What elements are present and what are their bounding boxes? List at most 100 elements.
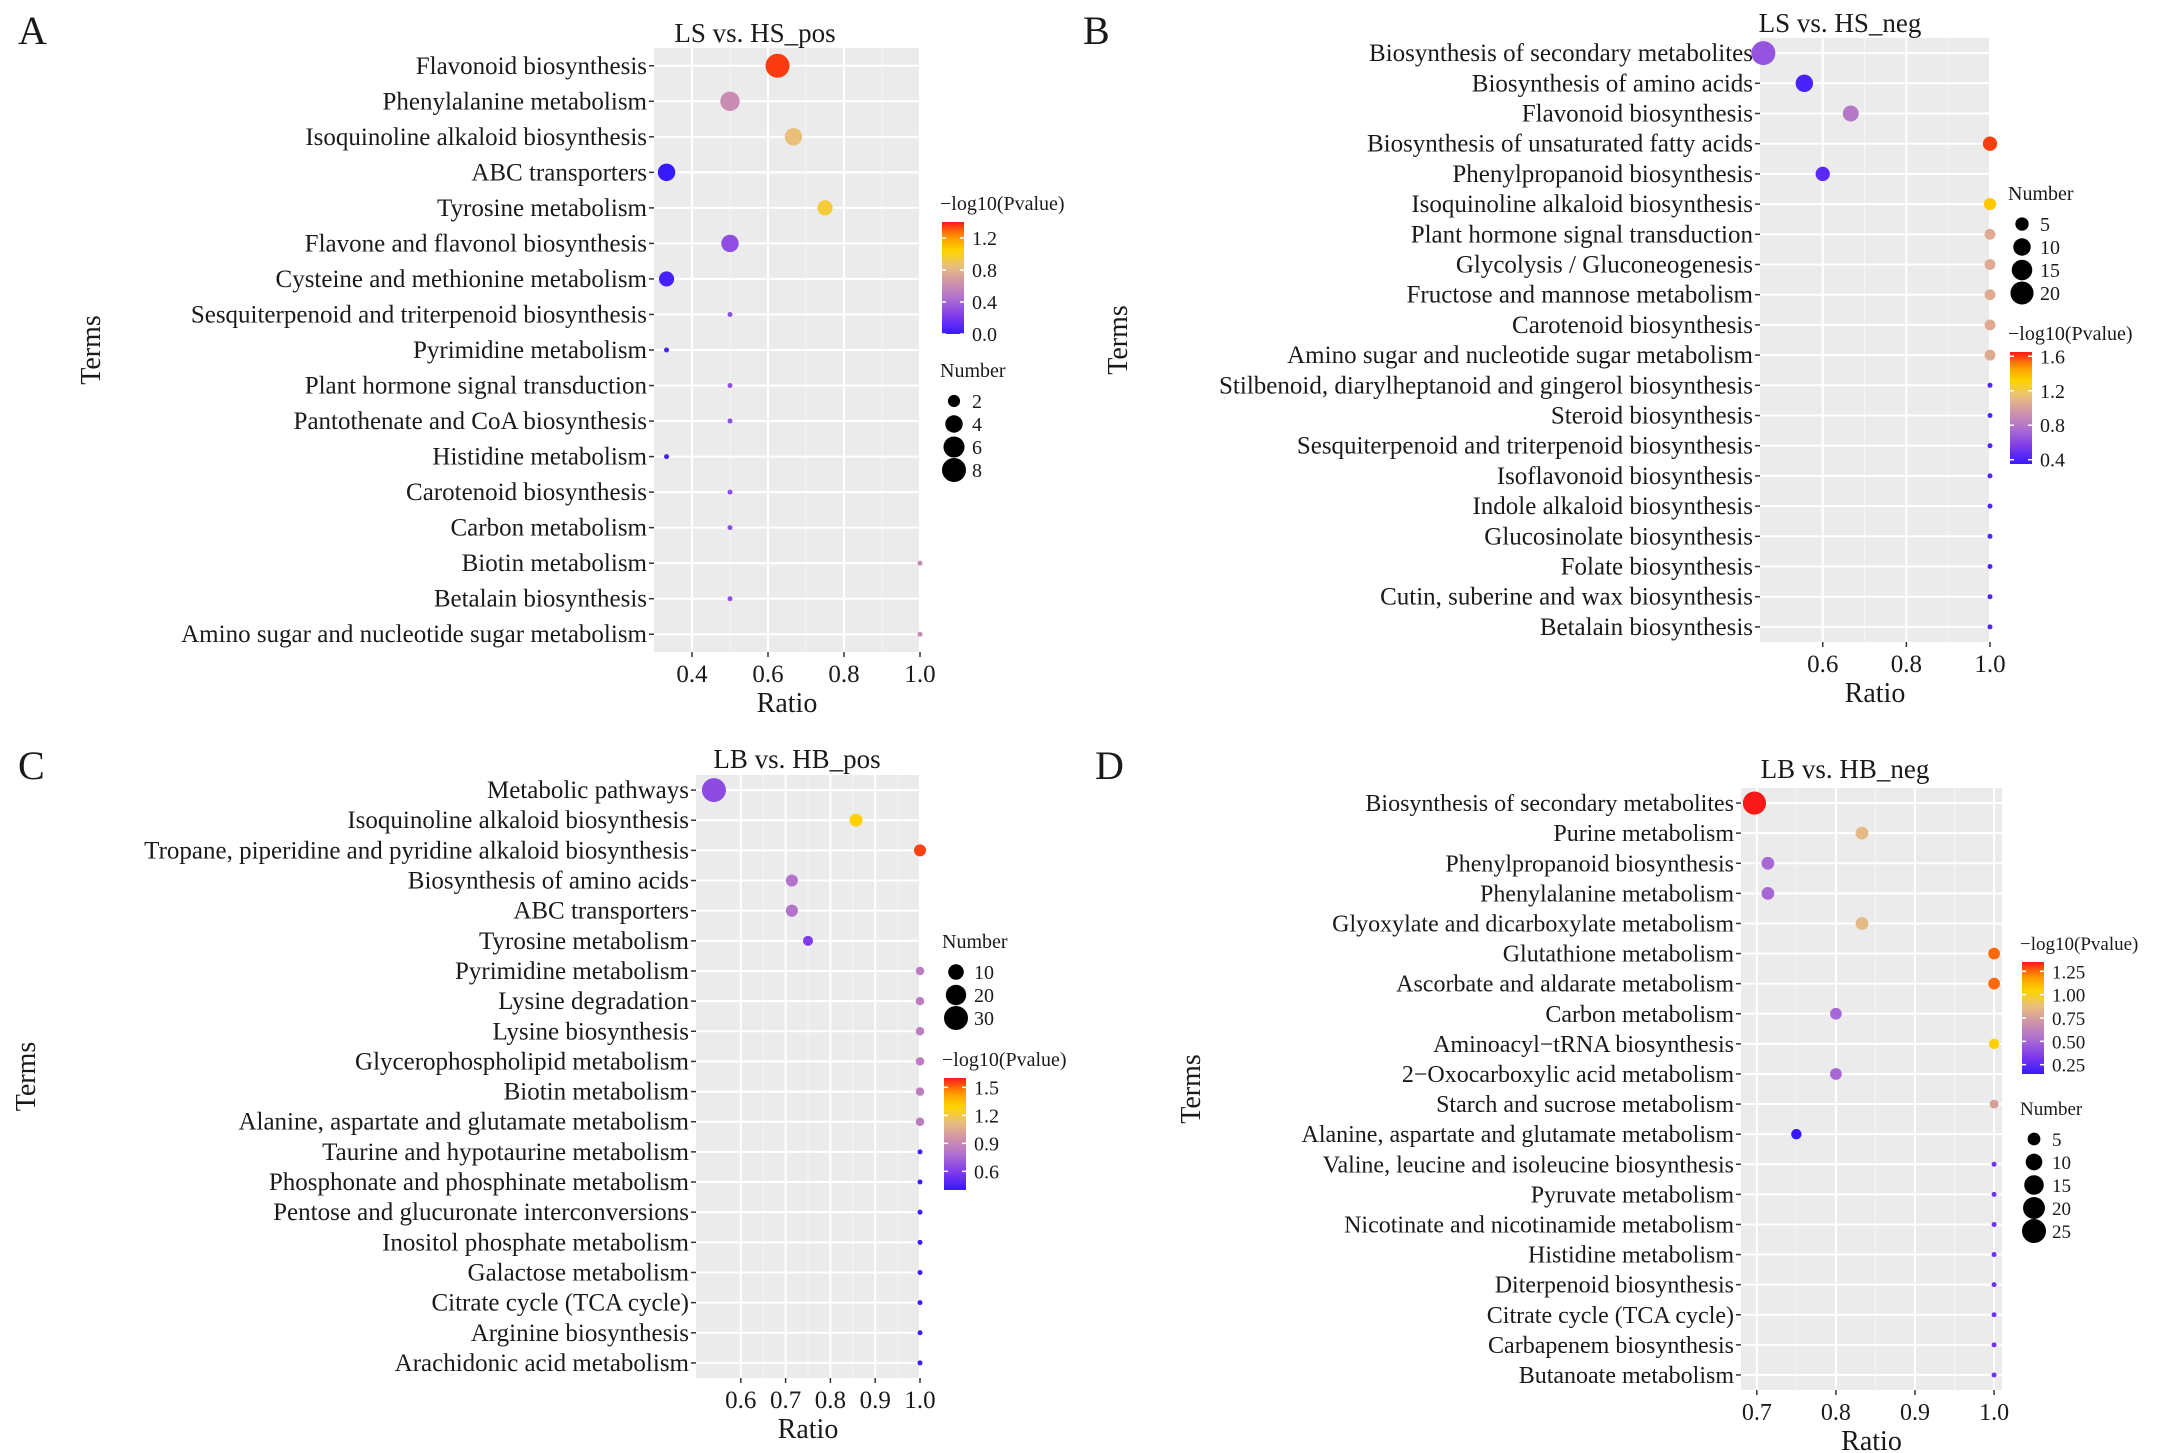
colorbar bbox=[2022, 962, 2044, 1074]
color-legend: −log10(Pvalue) 0.6 0.9 1.2 1.5 bbox=[942, 1049, 1067, 1190]
size-legend-title: Number bbox=[2020, 1099, 2083, 1120]
data-point bbox=[727, 489, 733, 495]
y-tick-label: Alanine, aspartate and glutamate metabol… bbox=[238, 1109, 689, 1136]
size-legend-label: 15 bbox=[2052, 1176, 2071, 1197]
colorbar bbox=[944, 1078, 966, 1190]
data-point bbox=[917, 560, 923, 566]
x-tick-label: 0.6 bbox=[1807, 651, 1838, 678]
panel-d: D LB vs. HB_neg Biosynthesis of secondary … bbox=[1095, 743, 2138, 1453]
size-legend-label: 2 bbox=[972, 391, 982, 413]
y-axis-label: Terms bbox=[11, 1042, 42, 1112]
data-point bbox=[915, 1117, 925, 1126]
colorbar-tick-label: 1.00 bbox=[2052, 986, 2085, 1007]
size-legend-label: 4 bbox=[972, 414, 982, 436]
data-point bbox=[1984, 289, 1996, 301]
y-tick-label: Alanine, aspartate and glutamate metabol… bbox=[1301, 1122, 1734, 1148]
y-tick-label: Plant hormone signal transduction bbox=[305, 373, 648, 400]
x-tick-label: 0.9 bbox=[1900, 1400, 1930, 1426]
y-tick-label: Pentose and glucuronate interconversions bbox=[273, 1199, 689, 1226]
data-point bbox=[1984, 228, 1996, 240]
y-tick-label: ABC transporters bbox=[513, 898, 689, 925]
data-point bbox=[915, 1087, 925, 1096]
y-tick-label: Lysine biosynthesis bbox=[492, 1018, 689, 1045]
y-tick-label: Diterpenoid biosynthesis bbox=[1495, 1273, 1734, 1299]
x-tick-label: 0.6 bbox=[752, 661, 783, 688]
y-tick-label: Plant hormone signal transduction bbox=[1411, 221, 1754, 248]
data-point bbox=[915, 966, 925, 976]
y-tick-label: Sesquiterpenoid and triterpenoid biosynt… bbox=[1297, 433, 1753, 460]
data-point bbox=[803, 935, 813, 946]
data-point bbox=[817, 200, 833, 216]
colorbar-tick-label: 0.4 bbox=[2040, 450, 2065, 472]
data-point bbox=[785, 904, 798, 917]
size-legend-key bbox=[2015, 217, 2029, 231]
y-tick-label: Glucosinolate biosynthesis bbox=[1484, 523, 1753, 550]
data-point bbox=[1830, 1068, 1842, 1080]
size-legend-key bbox=[943, 436, 965, 458]
data-point bbox=[915, 996, 925, 1006]
y-tick-label: Aminoacyl−tRNA biosynthesis bbox=[1433, 1032, 1734, 1058]
data-point bbox=[701, 778, 726, 803]
x-tick-label: 1.0 bbox=[1974, 651, 2005, 678]
x-tick-label: 1.0 bbox=[904, 1387, 935, 1414]
y-tick-label: Sesquiterpenoid and triterpenoid biosynt… bbox=[191, 301, 647, 328]
y-tick-label: Amino sugar and nucleotide sugar metabol… bbox=[1287, 342, 1753, 369]
data-point bbox=[1987, 413, 1993, 418]
y-tick-label: Pyruvate metabolism bbox=[1531, 1182, 1735, 1208]
data-point bbox=[915, 1057, 925, 1066]
size-legend-label: 5 bbox=[2040, 214, 2050, 236]
colorbar-tick-label: 1.25 bbox=[2052, 962, 2085, 983]
y-tick-label: Flavonoid biosynthesis bbox=[1522, 101, 1753, 128]
y-tick-label: Histidine metabolism bbox=[432, 444, 647, 471]
size-legend-label: 8 bbox=[972, 460, 982, 482]
data-point bbox=[664, 347, 670, 353]
colorbar-tick-label: 0.8 bbox=[972, 260, 997, 282]
y-tick-label: Flavone and flavonol biosynthesis bbox=[305, 230, 647, 257]
data-point bbox=[727, 418, 733, 424]
x-tick-label: 0.4 bbox=[676, 661, 708, 688]
data-point bbox=[917, 1330, 923, 1336]
y-tick-label: Inositol phosphate metabolism bbox=[382, 1229, 689, 1256]
data-point bbox=[913, 844, 927, 857]
data-point bbox=[720, 91, 740, 111]
size-legend-key bbox=[945, 415, 963, 433]
x-axis-label: Ratio bbox=[1841, 1426, 1902, 1453]
data-points bbox=[701, 778, 927, 1366]
y-tick-label: Biosynthesis of unsaturated fatty acids bbox=[1367, 131, 1753, 158]
data-point bbox=[1991, 1372, 1997, 1378]
size-legend-label: 20 bbox=[2040, 283, 2060, 305]
color-legend-title: −log10(Pvalue) bbox=[940, 193, 1065, 215]
y-tick-label: Arginine biosynthesis bbox=[471, 1320, 689, 1347]
panel-c: C LB vs. HB_pos Metabolic pathways Isoquino… bbox=[11, 743, 1067, 1445]
plot-background bbox=[1760, 38, 1990, 642]
y-tick-label: Fructose and mannose metabolism bbox=[1407, 282, 1754, 309]
size-legend-key bbox=[945, 984, 967, 1006]
size-legend-key bbox=[2023, 1197, 2045, 1219]
y-tick-label: Stilbenoid, diarylheptanoid and gingerol… bbox=[1219, 372, 1753, 399]
y-tick-label: Tyrosine metabolism bbox=[479, 928, 690, 955]
x-axis-label: Ratio bbox=[757, 688, 818, 719]
data-points bbox=[1751, 41, 1998, 630]
y-tick-label: ABC transporters bbox=[471, 159, 647, 186]
colorbar bbox=[942, 222, 964, 334]
size-legend-label: 10 bbox=[2040, 237, 2060, 259]
y-tick-label: Carbapenem biosynthesis bbox=[1488, 1333, 1734, 1359]
size-legend-label: 15 bbox=[2040, 260, 2060, 282]
data-point bbox=[1991, 1312, 1997, 1318]
gridlines bbox=[696, 775, 921, 1378]
data-point bbox=[1842, 105, 1859, 122]
colorbar bbox=[2010, 352, 2032, 464]
data-point bbox=[785, 874, 798, 887]
data-point bbox=[917, 1360, 923, 1366]
data-point bbox=[1761, 856, 1775, 870]
size-legend-label: 30 bbox=[974, 1008, 994, 1030]
data-point bbox=[917, 1209, 923, 1215]
y-tick-label: Biosynthesis of secondary metabolites bbox=[1369, 40, 1753, 67]
colorbar-tick-label: 0.25 bbox=[2052, 1056, 2085, 1077]
data-point bbox=[917, 1269, 923, 1275]
size-legend-label: 25 bbox=[2052, 1222, 2071, 1243]
y-tick-label: Biosynthesis of amino acids bbox=[1472, 70, 1753, 97]
